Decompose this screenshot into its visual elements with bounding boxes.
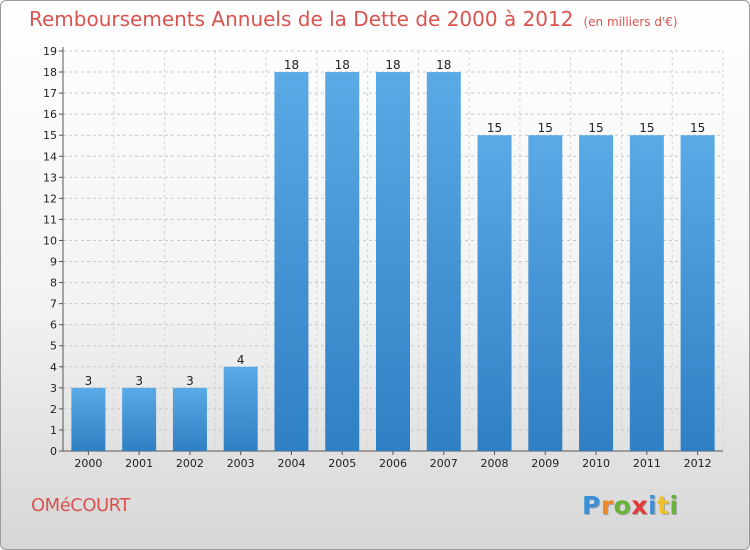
data-label: 3 xyxy=(135,374,143,388)
data-label: 3 xyxy=(85,374,93,388)
y-tick-label: 7 xyxy=(50,298,57,311)
x-tick-label: 2000 xyxy=(74,457,102,470)
y-tick-label: 19 xyxy=(43,45,57,58)
y-tick-label: 18 xyxy=(43,66,57,79)
y-tick-label: 4 xyxy=(50,361,57,374)
x-tick-label: 2003 xyxy=(227,457,255,470)
x-tick-label: 2010 xyxy=(582,457,610,470)
y-tick-label: 1 xyxy=(50,424,57,437)
x-tick-label: 2008 xyxy=(481,457,509,470)
data-labels: 3 3 3 4 18 18 18 18 15 15 15 15 15 xyxy=(85,58,706,388)
bar xyxy=(579,135,614,452)
y-tick-label: 14 xyxy=(43,150,57,163)
y-tick-label: 5 xyxy=(50,340,57,353)
x-tick-label: 2006 xyxy=(379,457,407,470)
x-tick-label: 2005 xyxy=(328,457,356,470)
bar xyxy=(223,366,258,451)
chart-subtitle: (en milliers d'€) xyxy=(583,15,678,29)
data-label: 3 xyxy=(186,374,194,388)
x-tick-label: 2004 xyxy=(277,457,305,470)
logo-letter: t xyxy=(657,491,670,520)
logo-letter: i xyxy=(648,491,658,520)
bar xyxy=(274,72,309,451)
bar xyxy=(426,72,461,451)
y-tick-label: 15 xyxy=(43,129,57,142)
y-tick-label: 12 xyxy=(43,192,57,205)
y-tick-label: 0 xyxy=(50,445,57,458)
logo-letter: o xyxy=(613,491,632,520)
data-label: 15 xyxy=(588,121,603,135)
y-tick-label: 9 xyxy=(50,256,57,269)
commune-name: OMéCOURT xyxy=(31,495,130,516)
bar xyxy=(680,135,715,452)
logo-letter: P xyxy=(582,491,601,520)
chart-title: Remboursements Annuels de la Dette de 20… xyxy=(29,7,678,31)
x-tick-labels: 2000 2001 2002 2003 2004 2005 2006 2007 2008 2009… xyxy=(74,457,711,470)
y-tick-label: 13 xyxy=(43,171,57,184)
y-tick-label: 10 xyxy=(43,234,57,247)
logo-letter: i xyxy=(669,491,679,520)
data-label: 18 xyxy=(284,58,299,72)
data-label: 4 xyxy=(237,353,245,367)
proxiti-logo: Proxiti xyxy=(582,491,679,520)
y-tick-label: 16 xyxy=(43,108,57,121)
y-tick-label: 6 xyxy=(50,319,57,332)
y-tick-label: 3 xyxy=(50,382,57,395)
bar xyxy=(629,135,664,452)
data-label: 18 xyxy=(436,58,451,72)
bar xyxy=(528,135,563,452)
data-label: 15 xyxy=(538,121,553,135)
chart-title-text: Remboursements Annuels de la Dette de 20… xyxy=(29,7,574,31)
bars xyxy=(71,72,715,452)
data-label: 15 xyxy=(639,121,654,135)
x-tick-label: 2002 xyxy=(176,457,204,470)
x-tick-label: 2001 xyxy=(125,457,153,470)
y-tick-label: 8 xyxy=(50,277,57,290)
data-label: 18 xyxy=(335,58,350,72)
y-tick-label: 2 xyxy=(50,403,57,416)
bar xyxy=(71,387,106,451)
bar xyxy=(477,135,512,452)
bar xyxy=(172,387,207,451)
data-label: 15 xyxy=(487,121,502,135)
x-tick-label: 2009 xyxy=(531,457,559,470)
bar xyxy=(325,72,360,451)
y-tick-label: 11 xyxy=(43,213,57,226)
y-tick-label: 17 xyxy=(43,87,57,100)
data-label: 18 xyxy=(385,58,400,72)
bar xyxy=(122,387,157,451)
logo-letter: x xyxy=(631,491,648,520)
data-label: 15 xyxy=(690,121,705,135)
x-tick-label: 2007 xyxy=(430,457,458,470)
x-tick-label: 2012 xyxy=(684,457,712,470)
bar xyxy=(376,72,410,451)
logo-letter: r xyxy=(600,491,614,520)
x-tick-label: 2011 xyxy=(633,457,661,470)
